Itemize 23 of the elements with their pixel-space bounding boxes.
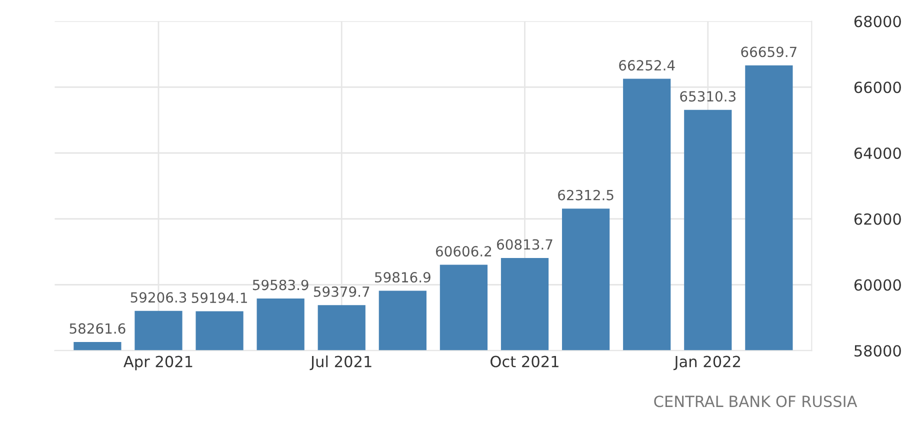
text: CENTRAL BANK OF RUSSIA xyxy=(654,396,858,408)
data-label: 58261.6 xyxy=(70,323,126,334)
data-label: 65310.3 xyxy=(680,91,736,102)
y-tick-label: 58000 xyxy=(854,345,901,357)
data-label: 66252.4 xyxy=(619,60,675,71)
data-label: 59583.9 xyxy=(252,280,308,290)
data-label: 59816.9 xyxy=(375,272,430,283)
y-tick-label: 60000 xyxy=(854,279,901,291)
y-tick-label: 66000 xyxy=(854,82,901,94)
data-label: 62312.5 xyxy=(558,190,614,200)
y-tick-label: 62000 xyxy=(854,213,901,225)
data-label: 60606.2 xyxy=(436,246,492,257)
x-tick-label: Jul 2021 xyxy=(310,355,372,370)
data-label: 59194.1 xyxy=(192,292,247,304)
data-label: 66659.7 xyxy=(741,46,796,58)
y-tick-label: 64000 xyxy=(854,147,901,160)
data-label: 59206.3 xyxy=(130,292,186,303)
x-tick-label: Jan 2022 xyxy=(673,356,740,370)
data-label: 60813.7 xyxy=(497,239,552,250)
x-tick-label: Apr 2021 xyxy=(124,356,192,370)
y-tick-label: 68000 xyxy=(854,16,901,28)
data-label: 59379.7 xyxy=(314,286,370,297)
x-tick-label: Oct 2021 xyxy=(490,356,558,368)
